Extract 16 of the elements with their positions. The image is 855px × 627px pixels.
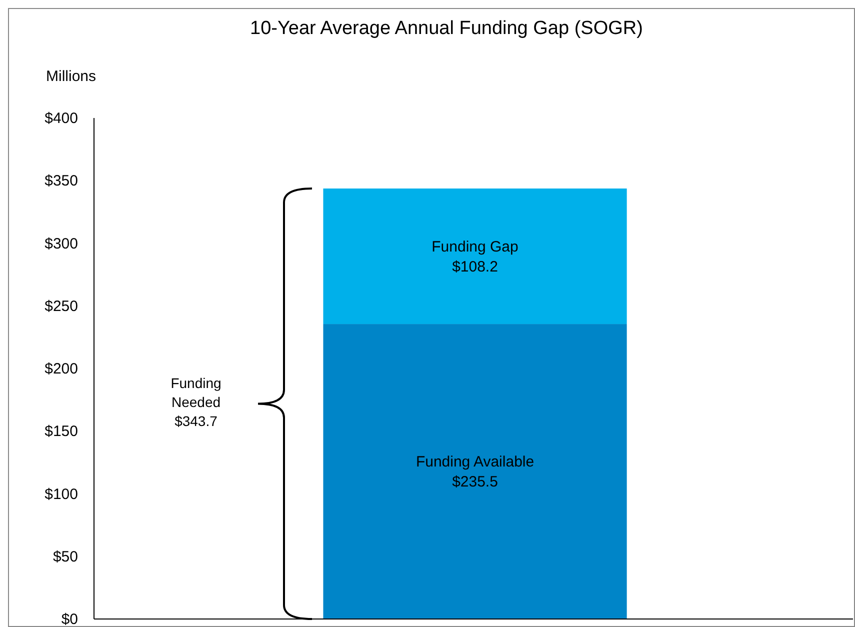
data-label: $108.2 xyxy=(452,258,498,276)
chart-title: 10-Year Average Annual Funding Gap (SOGR) xyxy=(250,18,643,39)
y-tick-label: $400 xyxy=(44,110,78,127)
text: Funding Needed $343.7 xyxy=(170,374,222,429)
y-tick-label: $350 xyxy=(44,172,78,190)
y-tick-label: $300 xyxy=(44,235,78,252)
y-tick-label: $50 xyxy=(52,548,78,566)
y-tick-label: $250 xyxy=(44,298,78,315)
y-tick-label: $100 xyxy=(44,486,78,503)
data-label: $235.5 xyxy=(452,474,498,491)
y-tick-label: $0 xyxy=(61,611,78,627)
series-label: Funding Gap xyxy=(432,238,518,256)
series-label: Funding Available xyxy=(416,454,534,471)
y-tick-label: $200 xyxy=(44,360,78,378)
y-tick-label: $150 xyxy=(44,423,78,440)
y-axis-title: Millions xyxy=(46,68,96,85)
